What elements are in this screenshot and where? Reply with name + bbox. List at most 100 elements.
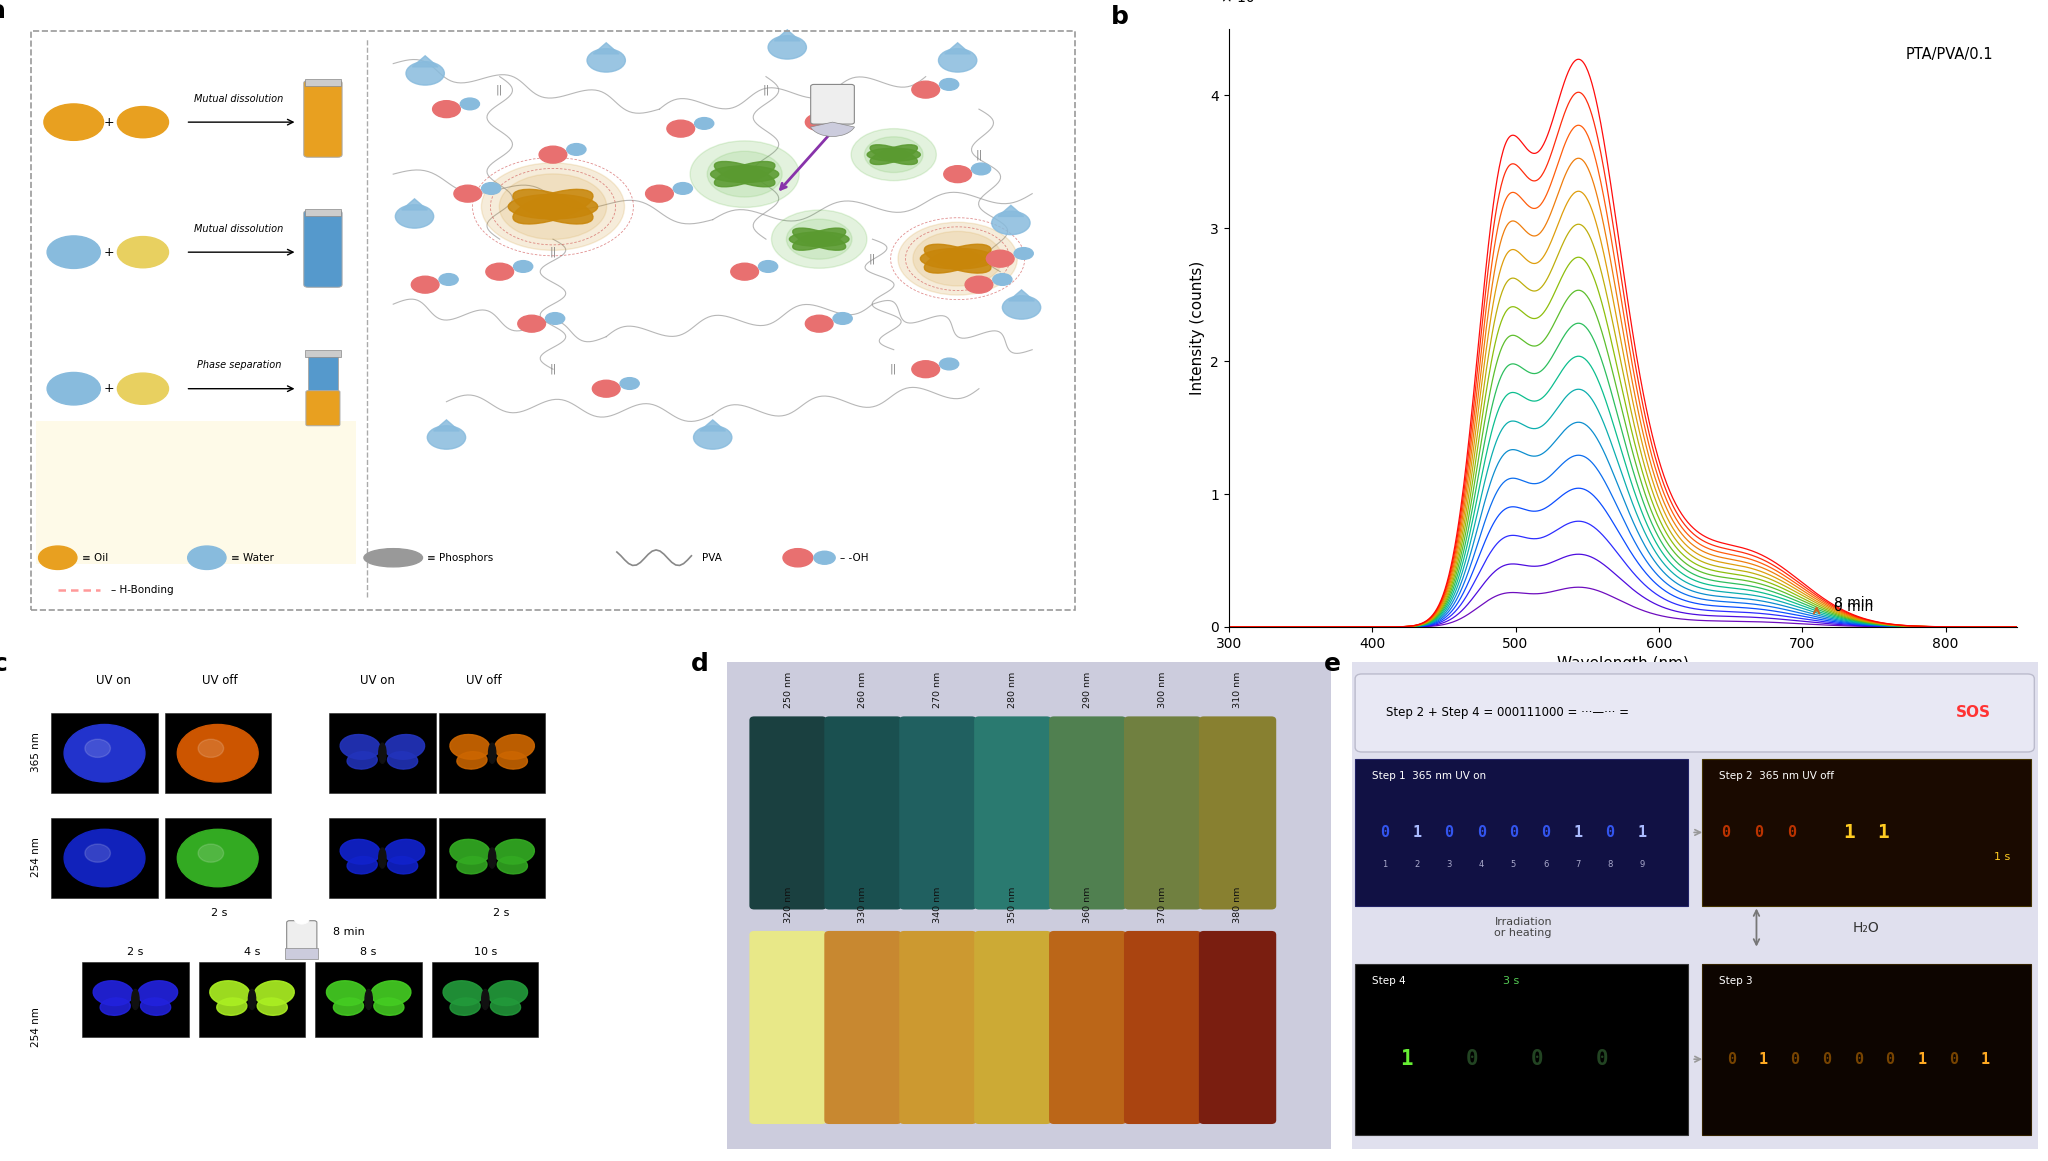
FancyBboxPatch shape — [1356, 673, 2034, 752]
Ellipse shape — [924, 244, 991, 273]
FancyBboxPatch shape — [305, 209, 342, 216]
Text: – -OH: – -OH — [840, 553, 868, 563]
Text: 0: 0 — [1790, 1052, 1800, 1067]
Circle shape — [694, 426, 731, 449]
Circle shape — [993, 274, 1012, 286]
Text: ≡ Water: ≡ Water — [231, 553, 274, 563]
Y-axis label: Intensity (counts): Intensity (counts) — [1190, 261, 1204, 395]
Text: 4: 4 — [1479, 859, 1485, 868]
Circle shape — [178, 724, 258, 781]
Text: 1: 1 — [1382, 859, 1389, 868]
Text: PVA: PVA — [702, 553, 723, 563]
Circle shape — [84, 844, 111, 863]
FancyBboxPatch shape — [1702, 759, 2032, 906]
Text: 350 nm: 350 nm — [1008, 886, 1018, 923]
Ellipse shape — [451, 998, 479, 1016]
FancyBboxPatch shape — [305, 79, 342, 86]
FancyBboxPatch shape — [199, 961, 305, 1037]
Text: 1: 1 — [1878, 823, 1888, 842]
Circle shape — [485, 264, 514, 280]
Ellipse shape — [512, 189, 594, 224]
FancyBboxPatch shape — [438, 817, 545, 899]
Ellipse shape — [92, 981, 133, 1005]
Text: 310 nm: 310 nm — [1233, 672, 1241, 708]
Ellipse shape — [866, 149, 920, 161]
Ellipse shape — [788, 232, 850, 246]
Ellipse shape — [793, 228, 846, 251]
FancyBboxPatch shape — [1198, 716, 1276, 909]
Ellipse shape — [371, 981, 412, 1005]
FancyBboxPatch shape — [1702, 964, 2032, 1134]
Ellipse shape — [340, 839, 381, 864]
Text: 3 s: 3 s — [1503, 976, 1520, 987]
Text: 7: 7 — [1575, 859, 1581, 868]
Text: 280 nm: 280 nm — [1008, 672, 1018, 708]
Text: 2: 2 — [1415, 859, 1419, 868]
FancyBboxPatch shape — [82, 961, 188, 1037]
Text: UV on: UV on — [96, 673, 131, 687]
Circle shape — [971, 163, 991, 175]
Text: 330 nm: 330 nm — [858, 886, 868, 923]
Text: 2 s: 2 s — [127, 946, 143, 957]
Circle shape — [545, 312, 565, 324]
Text: 0: 0 — [1753, 825, 1763, 839]
Circle shape — [911, 81, 940, 98]
Text: SOS: SOS — [1956, 706, 1991, 721]
Text: 380 nm: 380 nm — [1233, 886, 1241, 923]
Text: 2 s: 2 s — [211, 908, 227, 918]
Text: 0: 0 — [1950, 1052, 1958, 1067]
Circle shape — [674, 182, 692, 194]
FancyBboxPatch shape — [975, 716, 1051, 909]
Text: 360 nm: 360 nm — [1083, 886, 1092, 923]
Text: ||: || — [549, 363, 557, 375]
Text: Phase separation: Phase separation — [197, 361, 281, 370]
Ellipse shape — [711, 166, 778, 182]
Circle shape — [438, 274, 459, 286]
Text: 0: 0 — [1595, 1050, 1608, 1069]
Circle shape — [63, 724, 145, 781]
FancyBboxPatch shape — [164, 713, 270, 793]
Text: 1: 1 — [1573, 825, 1583, 839]
Text: b: b — [1110, 5, 1128, 29]
Circle shape — [621, 377, 639, 389]
Text: 290 nm: 290 nm — [1083, 672, 1092, 708]
FancyBboxPatch shape — [432, 961, 539, 1037]
Polygon shape — [700, 420, 725, 431]
Circle shape — [117, 373, 168, 404]
Ellipse shape — [870, 145, 918, 165]
FancyBboxPatch shape — [1049, 716, 1126, 909]
Circle shape — [84, 740, 111, 757]
FancyBboxPatch shape — [1124, 931, 1202, 1124]
Circle shape — [938, 49, 977, 72]
Circle shape — [694, 117, 715, 129]
Text: 370 nm: 370 nm — [1157, 886, 1167, 923]
FancyBboxPatch shape — [305, 390, 340, 426]
Ellipse shape — [715, 161, 774, 187]
FancyBboxPatch shape — [750, 716, 827, 909]
Text: 254 nm: 254 nm — [31, 837, 41, 877]
Circle shape — [991, 211, 1030, 235]
Ellipse shape — [487, 981, 528, 1005]
Circle shape — [432, 101, 461, 117]
Circle shape — [395, 204, 434, 228]
Ellipse shape — [137, 981, 178, 1005]
Text: ≡ Phosphors: ≡ Phosphors — [428, 553, 494, 563]
FancyBboxPatch shape — [1356, 759, 1688, 906]
Circle shape — [47, 373, 100, 405]
FancyBboxPatch shape — [315, 961, 422, 1037]
FancyBboxPatch shape — [975, 931, 1051, 1124]
Text: ≡: ≡ — [53, 554, 61, 562]
Ellipse shape — [451, 839, 489, 864]
Text: 1 s: 1 s — [1995, 852, 2011, 861]
Text: 0: 0 — [1477, 825, 1487, 839]
Circle shape — [43, 104, 104, 140]
Text: × 10³: × 10³ — [1221, 0, 1260, 5]
Polygon shape — [1010, 290, 1034, 301]
Text: 1: 1 — [1638, 825, 1647, 839]
Ellipse shape — [346, 751, 377, 769]
Ellipse shape — [379, 743, 385, 763]
Text: 0 min: 0 min — [1833, 600, 1874, 614]
FancyBboxPatch shape — [899, 716, 977, 909]
FancyBboxPatch shape — [1356, 964, 1688, 1134]
FancyBboxPatch shape — [823, 931, 901, 1124]
